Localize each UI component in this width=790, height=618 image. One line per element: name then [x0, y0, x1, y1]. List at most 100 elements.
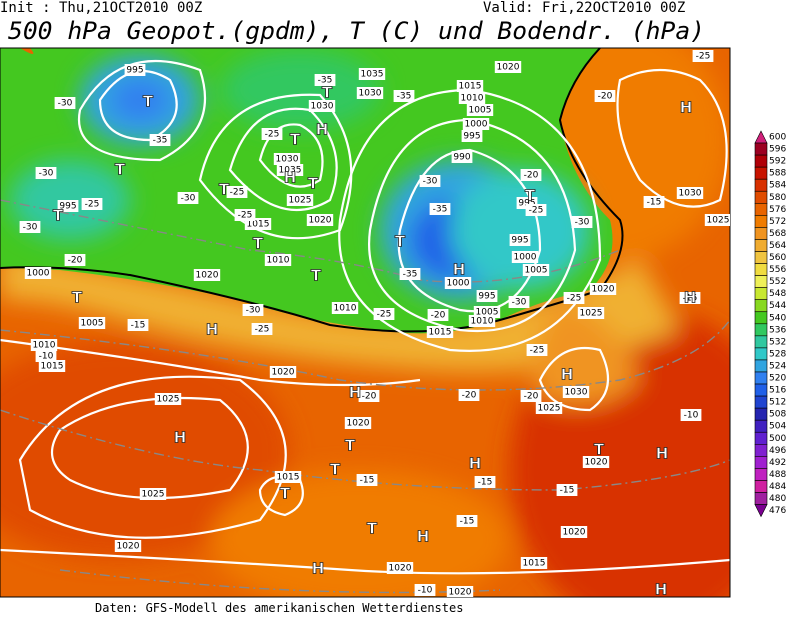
temperature-label: -15 — [560, 486, 575, 496]
colorbar-swatch — [754, 395, 768, 409]
temperature-label-box — [19, 221, 41, 233]
pressure-center: H — [453, 261, 466, 279]
isobar-label: 1030 — [359, 89, 382, 99]
colorbar-swatch — [754, 359, 768, 373]
isobar-label: 1015 — [277, 473, 300, 483]
isobar-label-box — [466, 104, 494, 116]
colorbar-swatch — [754, 347, 768, 361]
temperature-label-box — [427, 309, 449, 321]
temperature-label-box — [594, 90, 616, 102]
colorbar-swatch — [754, 251, 768, 264]
temperature-label-box — [456, 515, 478, 527]
isobar-label-box — [589, 283, 617, 295]
colorbar-swatch — [754, 203, 768, 216]
isobar-label: 1025 — [580, 309, 603, 319]
temperature-label: -30 — [181, 194, 196, 204]
pressure-center: T — [219, 181, 230, 199]
temperature-label: -10 — [684, 411, 699, 421]
colorbar-swatch — [754, 419, 768, 433]
pressure-center: H — [349, 384, 362, 402]
isobar-label: 1025 — [538, 404, 561, 414]
temperature-label: -20 — [524, 171, 539, 181]
temperature-label: -30 — [58, 99, 73, 109]
isobar-label: 1005 — [81, 319, 104, 329]
isobar-label-box — [269, 366, 297, 378]
colorbar-label: 572 — [769, 217, 786, 227]
isobar-label-box — [344, 417, 372, 429]
colorbar-swatch — [754, 166, 768, 180]
isobar-label: 995 — [59, 202, 76, 212]
pressure-center: H — [469, 455, 482, 473]
isobar-label: 1030 — [311, 102, 334, 112]
temperature-label: -30 — [423, 177, 438, 187]
temperature-label-box — [556, 484, 578, 496]
colorbar-label: 500 — [769, 434, 786, 444]
isobar-label-box — [509, 234, 531, 246]
isobar-label: 1015 — [41, 362, 64, 372]
map-frame — [0, 47, 731, 598]
pressure-center: H — [680, 99, 693, 117]
pressure-center: T — [311, 267, 322, 285]
isobar-label-box — [38, 360, 66, 372]
colorbar-label: 592 — [769, 157, 786, 167]
colorbar-label: 564 — [769, 241, 786, 251]
temperature-label-box — [373, 308, 395, 320]
valid-time: Valid: Fri,22OCT2010 00Z — [483, 0, 685, 16]
isobar-label: 1020 — [117, 542, 140, 552]
isobar-label-box — [456, 80, 484, 92]
temperature-label-box — [458, 389, 480, 401]
temperature-label-box — [358, 390, 380, 402]
colorbar-label: 488 — [769, 470, 786, 480]
temperature-label: -25 — [230, 188, 245, 198]
colorbar-label: 576 — [769, 205, 786, 215]
temperature-label-box — [177, 192, 199, 204]
pressure-center: T — [115, 161, 126, 179]
colorbar-label: 560 — [769, 253, 786, 263]
temperature-label-box — [571, 216, 593, 228]
temperature-label: -15 — [683, 294, 698, 304]
temperature-label: -20 — [598, 92, 613, 102]
isobar-label-box — [273, 153, 301, 165]
temperature-label: -25 — [85, 200, 100, 210]
temperature-label: -25 — [529, 206, 544, 216]
colorbar-label: 480 — [769, 494, 786, 504]
temperature-label-box — [525, 204, 547, 216]
isobar-label-box — [535, 402, 563, 414]
temperature-label-box — [226, 186, 248, 198]
isobar-label-box — [139, 488, 167, 500]
colorbar-cap — [754, 504, 768, 518]
temperature-label-box — [508, 296, 530, 308]
colorbar-label: 484 — [769, 482, 786, 492]
colorbar-swatch — [754, 154, 768, 168]
isobar-label-box — [468, 315, 496, 327]
isobar-label: 1000 — [514, 253, 537, 263]
isobar-label: 990 — [453, 153, 470, 163]
colorbar-swatch — [754, 190, 768, 204]
isobar-label-box — [356, 87, 384, 99]
colorbar-swatch — [754, 335, 768, 349]
isobar-label-box — [562, 386, 590, 398]
isobar-label-box — [57, 200, 79, 212]
isobar-label: 1015 — [459, 82, 482, 92]
pressure-center: H — [655, 581, 668, 599]
temperature-label-box — [399, 268, 421, 280]
isobar-label-box — [676, 187, 704, 199]
isobar-label: 1020 — [497, 63, 520, 73]
isobar-label-box — [124, 64, 146, 76]
temperature-label: -25 — [265, 130, 280, 140]
isobar-label-box — [577, 307, 605, 319]
isobar-label: 1015 — [429, 328, 452, 338]
isobar-label: 1025 — [142, 490, 165, 500]
colorbar-swatch — [754, 178, 768, 192]
colorbar-label: 528 — [769, 349, 786, 359]
temperature-label-box — [356, 474, 378, 486]
pressure-center: H — [684, 289, 697, 307]
isobar-label: 1010 — [33, 341, 56, 351]
temperature-label: -25 — [567, 294, 582, 304]
colorbar-label: 504 — [769, 422, 786, 432]
isobar-label: 1010 — [267, 256, 290, 266]
colorbar-swatch — [754, 480, 768, 493]
temperature-label: -25 — [696, 52, 711, 62]
temperature-label: -15 — [647, 198, 662, 208]
